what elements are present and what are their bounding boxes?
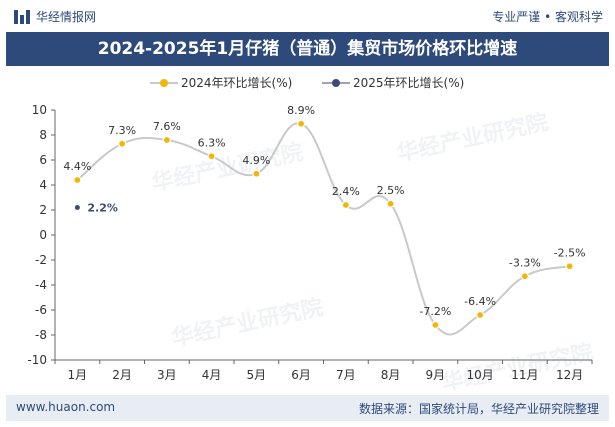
data-point-2024: [73, 175, 82, 185]
x-tick-label: 2月: [112, 368, 132, 382]
legend-marker-2025-icon: [322, 78, 350, 88]
data-point-2024: [520, 272, 529, 281]
x-tick-label: 7月: [336, 368, 356, 382]
x-tick-label: 5月: [247, 368, 267, 382]
data-label-2024: 2.4%: [332, 185, 360, 198]
data-point-2024: [341, 200, 350, 210]
data-point-2024: [476, 310, 485, 320]
y-tick-label: 10: [32, 103, 47, 117]
data-point-2025: [73, 204, 81, 211]
y-tick-label: 0: [39, 228, 47, 242]
y-tick-label: -10: [27, 353, 47, 367]
data-label-2024: 6.3%: [198, 136, 226, 149]
data-point-2024: [565, 262, 574, 271]
data-point-2024: [297, 119, 306, 128]
tagline: 专业严谨 • 客观科学: [492, 10, 603, 24]
data-label-2024: 7.3%: [108, 124, 136, 137]
x-tick-label: 3月: [157, 368, 177, 382]
legend-label-2024: 2024年环比增长(%): [181, 76, 293, 90]
website-link[interactable]: www.huaon.com: [16, 400, 116, 414]
x-tick-label: 1月: [68, 368, 88, 382]
y-tick-label: 4: [39, 178, 47, 192]
data-label-2024: 4.9%: [242, 154, 270, 167]
data-point-2024: [386, 199, 395, 208]
data-point-2024: [252, 169, 261, 178]
y-tick-label: -8: [35, 328, 47, 342]
top-bar: 华经情报网 专业严谨 • 客观科学: [0, 0, 615, 32]
chart-title: 2024-2025年1月仔猪（普通）集贸市场价格环比增速: [97, 39, 518, 59]
legend: 2024年环比增长(%) 2025年环比增长(%): [0, 72, 615, 92]
data-point-2024: [431, 320, 440, 330]
brand[interactable]: 华经情报网: [14, 8, 96, 25]
data-label-2024: -2.5%: [554, 246, 586, 259]
data-label-2024: -7.2%: [419, 305, 451, 318]
data-label-2024: 8.9%: [287, 104, 315, 117]
legend-marker-2024-icon: [150, 78, 178, 88]
data-label-2024: 4.4%: [63, 160, 91, 173]
x-tick-label: 12月: [556, 368, 583, 382]
legend-item-2024[interactable]: 2024年环比增长(%): [150, 74, 292, 91]
data-point-2024: [207, 152, 216, 161]
data-point-2024: [118, 139, 127, 148]
data-label-2024: -3.3%: [509, 256, 541, 269]
y-tick-label: -4: [35, 278, 47, 292]
y-tick-label: -6: [35, 303, 47, 317]
brand-name: 华经情报网: [36, 10, 97, 24]
x-tick-label: 10月: [466, 368, 493, 382]
legend-item-2025[interactable]: 2025年环比增长(%): [322, 74, 464, 91]
y-tick-label: 2: [39, 203, 47, 217]
logo-icon: [14, 9, 30, 24]
legend-label-2025: 2025年环比增长(%): [353, 76, 465, 90]
data-point-2024: [162, 135, 171, 145]
data-label-2024: -6.4%: [464, 295, 496, 308]
data-label-2025: 2.2%: [87, 202, 118, 215]
data-label-2024: 2.5%: [377, 184, 405, 197]
y-tick-label: 6: [39, 153, 47, 167]
title-band: 2024-2025年1月仔猪（普通）集贸市场价格环比增速: [6, 32, 609, 66]
data-source: 数据来源：国家统计局，华经产业研究院整理: [358, 402, 599, 416]
x-tick-label: 4月: [202, 368, 222, 382]
x-tick-label: 9月: [426, 368, 446, 382]
x-tick-label: 8月: [381, 368, 401, 382]
footer: www.huaon.com 数据来源：国家统计局，华经产业研究院整理: [6, 395, 609, 421]
line-chart: 10 8 6 4 2 0 -2 -4 -6 -8 -10 1月 2月 3月 4月 5月 6月 7月 8月 9月 10月 1…: [27, 103, 593, 382]
y-tick-label: -2: [35, 253, 47, 267]
y-tick-label: 8: [39, 128, 47, 142]
x-tick-label: 11月: [511, 368, 538, 382]
x-tick-label: 6月: [291, 368, 311, 382]
data-label-2024: 7.6%: [153, 120, 181, 133]
